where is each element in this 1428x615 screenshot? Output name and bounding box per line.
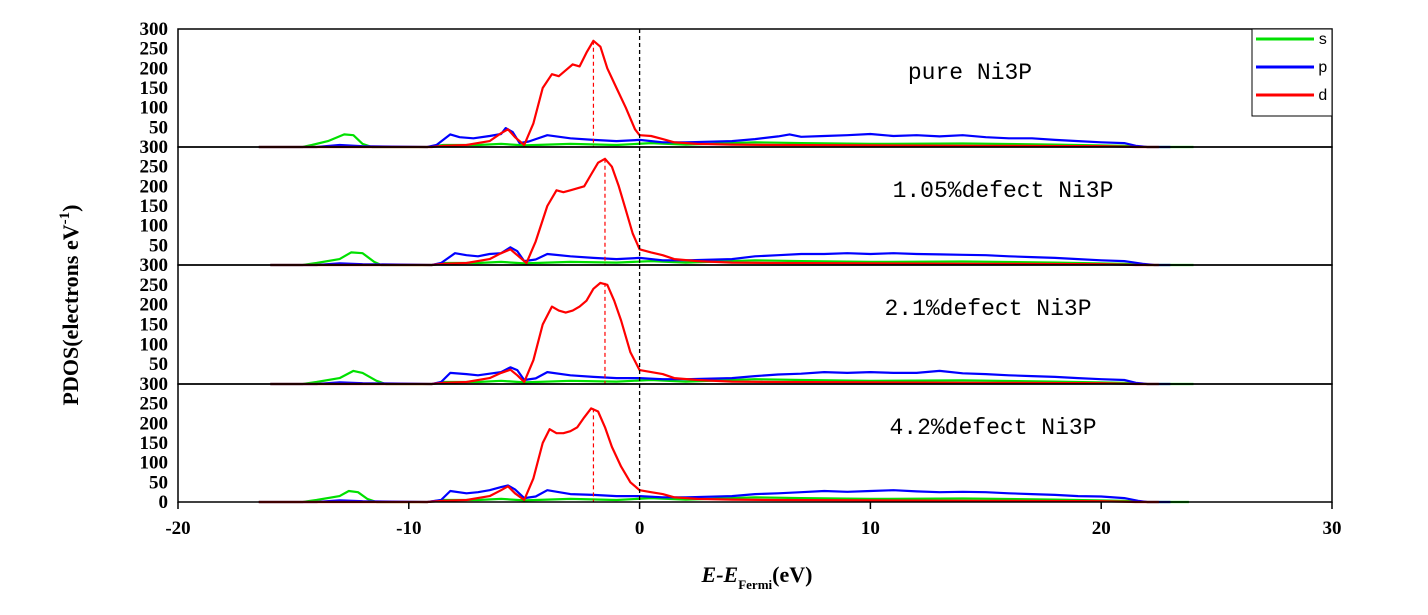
y-tick-label: 50 xyxy=(149,472,168,493)
y-tick-label: 150 xyxy=(140,196,169,217)
y-tick-label: 100 xyxy=(140,334,169,355)
legend-box xyxy=(1251,28,1333,117)
series-d-line xyxy=(270,157,1159,267)
x-tick-label: -20 xyxy=(165,518,190,539)
legend-label-s: s xyxy=(1318,31,1328,49)
panel-frame xyxy=(177,383,1333,503)
y-tick-label: 150 xyxy=(140,78,169,99)
panel-label: 4.2%defect Ni3P xyxy=(889,415,1096,441)
y-tick-label: 150 xyxy=(140,315,169,336)
y-tick-label: 50 xyxy=(149,235,168,256)
x-tick-label: 20 xyxy=(1092,518,1111,539)
panel-frame xyxy=(177,28,1333,148)
y-tick-label: 300 xyxy=(140,255,169,276)
y-axis-title-main: PDOS(electrons eV xyxy=(58,224,83,405)
y-tick-label: 300 xyxy=(140,19,169,40)
y-tick-label: 250 xyxy=(140,157,169,178)
legend-label-d: d xyxy=(1318,87,1328,105)
y-tick-label: 100 xyxy=(140,216,169,237)
y-tick-label: 100 xyxy=(140,453,169,474)
y-axis-title-sup: -1 xyxy=(57,212,73,225)
y-tick-label: 50 xyxy=(149,354,168,375)
series-d-line xyxy=(270,281,1159,386)
y-tick-label: 200 xyxy=(140,295,169,316)
series-s-line xyxy=(270,251,1194,267)
y-axis-title-close: ) xyxy=(58,205,83,212)
y-tick-label: 300 xyxy=(140,374,169,395)
y-tick-label: 50 xyxy=(149,117,168,138)
y-tick-label: 0 xyxy=(159,492,169,513)
legend-label-p: p xyxy=(1318,59,1328,77)
series-d-line xyxy=(258,39,1159,149)
panel-label: 1.05%defect Ni3P xyxy=(893,178,1114,204)
x-tick-label: 0 xyxy=(635,518,645,539)
x-tick-label: 10 xyxy=(861,518,880,539)
y-tick-label: 200 xyxy=(140,413,169,434)
x-axis-title-main: E-E xyxy=(701,562,739,587)
x-axis: -20 -10 0 10 20 30 xyxy=(165,502,1342,539)
legend: spd xyxy=(1251,28,1333,117)
panel-label: 2.1%defect Ni3P xyxy=(884,296,1091,322)
y-tick-label: 100 xyxy=(140,98,169,119)
y-tick-label: 250 xyxy=(140,394,169,415)
y-tick-label: 200 xyxy=(140,58,169,79)
y-tick-label: 250 xyxy=(140,275,169,296)
y-tick-label: 200 xyxy=(140,176,169,197)
x-axis-title-sub: Fermi xyxy=(738,577,772,592)
y-axis-title: PDOS(electrons eV-1) xyxy=(57,205,83,406)
panel-label: pure Ni3P xyxy=(908,60,1032,86)
x-axis-title: E-EFermi(eV) xyxy=(701,562,813,592)
y-tick-label: 300 xyxy=(140,137,169,158)
x-tick-label: 30 xyxy=(1323,518,1342,539)
y-tick-label: 250 xyxy=(140,39,169,60)
x-tick-label: -10 xyxy=(396,518,421,539)
series-p-line xyxy=(258,127,1171,149)
panel-frame xyxy=(177,264,1333,385)
x-axis-title-unit: (eV) xyxy=(772,562,812,587)
series-d-line xyxy=(258,407,1159,504)
panel-frame xyxy=(177,146,1333,266)
y-tick-label: 150 xyxy=(140,433,169,454)
